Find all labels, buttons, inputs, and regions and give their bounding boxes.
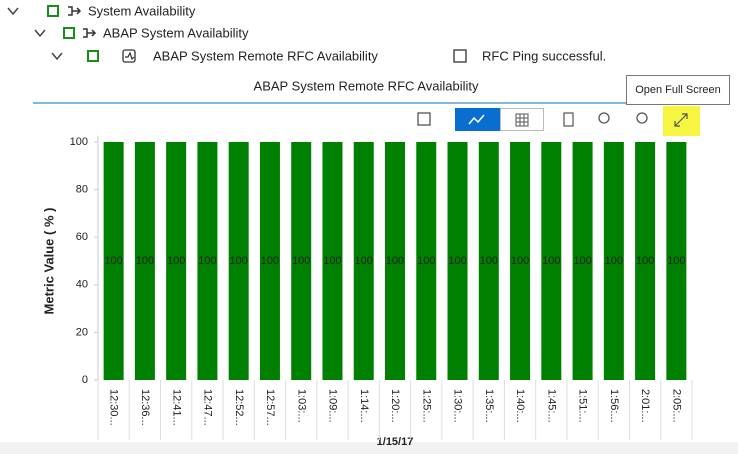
- x-tick-label: 1:35:...: [483, 389, 495, 423]
- chevron[interactable]: [51, 52, 63, 61]
- value-label: 100: [136, 255, 154, 267]
- x-tick-label: 1:20:...: [389, 389, 401, 423]
- metric-icon-line: [125, 51, 135, 61]
- bar: [197, 142, 218, 380]
- zoom-out-button[interactable]: [636, 112, 648, 124]
- x-tick-label: 1:51:...: [577, 389, 589, 423]
- x-tick-label: 12:30...: [108, 389, 120, 426]
- bar: [541, 142, 562, 380]
- bar: [478, 142, 499, 380]
- bar: [134, 142, 155, 380]
- value-label: 100: [573, 255, 591, 267]
- chevron[interactable]: [34, 29, 46, 38]
- status-square: [47, 5, 59, 17]
- x-tick-label: 12:41...: [170, 389, 182, 426]
- value-label: 100: [417, 255, 435, 267]
- value-label: 100: [323, 255, 341, 267]
- x-tick-label: 12:47...: [202, 389, 214, 426]
- metric-icon: [122, 49, 136, 63]
- x-tick-label: 2:05:...: [670, 389, 682, 423]
- value-label: 100: [355, 255, 373, 267]
- tree-label[interactable]: ABAP System Remote RFC Availability: [153, 48, 378, 63]
- value-label: 100: [480, 255, 498, 267]
- x-axis-title: 1/15/17: [377, 436, 414, 448]
- bar: [603, 142, 624, 380]
- print-button[interactable]: [417, 112, 431, 126]
- hierarchy-icon: [68, 6, 82, 16]
- x-tick-label: 1:45:...: [545, 389, 557, 423]
- bar: [416, 142, 437, 380]
- x-tick-label: 2:01:...: [639, 389, 651, 423]
- bar: [635, 142, 656, 380]
- chart-title: ABAP System Remote RFC Availability: [254, 78, 479, 93]
- value-label: 100: [261, 255, 279, 267]
- x-tick-label: 12:36...: [139, 389, 151, 426]
- value-label: 100: [292, 255, 310, 267]
- value-label: 100: [511, 255, 529, 267]
- fullscreen-icon: [674, 113, 688, 127]
- bar: [353, 142, 374, 380]
- y-tick-label: 0: [82, 374, 88, 386]
- bar: [322, 142, 343, 380]
- tree-label[interactable]: ABAP System Availability: [103, 25, 249, 40]
- bar: [572, 142, 593, 380]
- chart-view-button[interactable]: [455, 108, 500, 131]
- y-tick-label: 100: [70, 136, 88, 148]
- x-tick-label: 1:25:...: [420, 389, 432, 423]
- x-tick-label: 1:30:...: [452, 389, 464, 423]
- bar: [259, 142, 280, 380]
- x-tick-label: 1:56:...: [608, 389, 620, 423]
- bar: [228, 142, 249, 380]
- bar: [291, 142, 312, 380]
- x-tick-label: 12:57...: [264, 389, 276, 426]
- x-tick-label: 12:52...: [233, 389, 245, 426]
- value-label: 100: [104, 255, 122, 267]
- status-text: RFC Ping successful.: [482, 48, 606, 63]
- chart-view-icon: [468, 114, 485, 125]
- x-tick-label: 1:40:...: [514, 389, 526, 423]
- status-square: [63, 27, 75, 39]
- tooltip-text: Open Full Screen: [635, 84, 721, 96]
- value-label: 100: [636, 255, 654, 267]
- legend-button[interactable]: [563, 112, 574, 127]
- status-icon: [453, 49, 467, 63]
- tooltip: [626, 75, 730, 105]
- value-label: 100: [386, 255, 404, 267]
- x-tick-label: 1:14:...: [358, 389, 370, 423]
- value-label: 100: [198, 255, 216, 267]
- value-label: 100: [230, 255, 248, 267]
- y-tick-label: 20: [76, 326, 88, 338]
- y-tick-label: 80: [76, 184, 88, 196]
- value-label: 100: [167, 255, 185, 267]
- chevron[interactable]: [7, 7, 19, 16]
- bar: [385, 142, 405, 380]
- bar: [166, 142, 187, 380]
- x-tick-label: 1:03:...: [295, 389, 307, 423]
- zoom-in-button[interactable]: [598, 112, 610, 124]
- hierarchy-icon: [83, 28, 97, 38]
- y-tick-label: 40: [76, 279, 88, 291]
- value-label: 100: [667, 255, 685, 267]
- value-label: 100: [542, 255, 560, 267]
- bar: [666, 142, 687, 380]
- bar: [510, 142, 531, 380]
- y-tick-label: 60: [76, 231, 88, 243]
- y-axis-title: Metric Value ( % ): [41, 208, 56, 315]
- footer-band: [0, 442, 738, 454]
- tree-label[interactable]: System Availability: [88, 3, 196, 18]
- table-view-button[interactable]: [500, 108, 544, 131]
- status-square: [87, 50, 99, 62]
- x-tick-label: 1:09:...: [327, 389, 339, 423]
- value-label: 100: [605, 255, 623, 267]
- value-label: 100: [448, 255, 466, 267]
- bar: [103, 142, 124, 380]
- bar: [447, 142, 468, 380]
- fullscreen-button[interactable]: [663, 106, 700, 136]
- table-view-icon: [515, 113, 529, 127]
